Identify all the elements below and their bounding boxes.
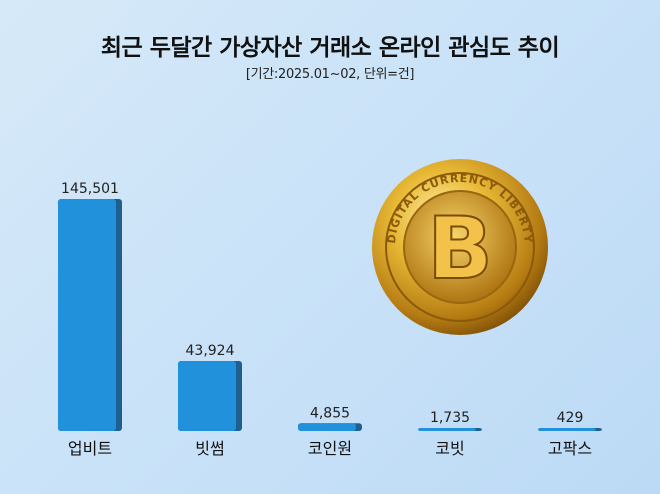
data-label: 4,855 [310,405,350,421]
category-label: 코인원 [308,439,352,458]
data-label: 429 [557,410,584,426]
bar [418,428,476,431]
data-label: 145,501 [61,181,119,197]
bitcoin-coin-icon: DIGITAL CURRENCY LIBERTY B [372,159,548,335]
bar [298,423,356,431]
bar [178,360,236,431]
data-label: 1,735 [430,410,470,426]
category-label: 고팍스 [548,439,592,458]
chart-title: 최근 두달간 가상자산 거래소 온라인 관심도 추이 [100,35,560,61]
data-label: 43,924 [186,343,235,359]
category-label: 업비트 [68,439,112,458]
chart-subtitle: [기간:2025.01~02, 단위=건] [245,67,415,82]
svg-text:B: B [427,199,493,299]
bar [538,428,596,431]
bar [58,199,116,431]
category-label: 빗썸 [195,439,224,458]
category-label: 코빗 [435,439,464,458]
